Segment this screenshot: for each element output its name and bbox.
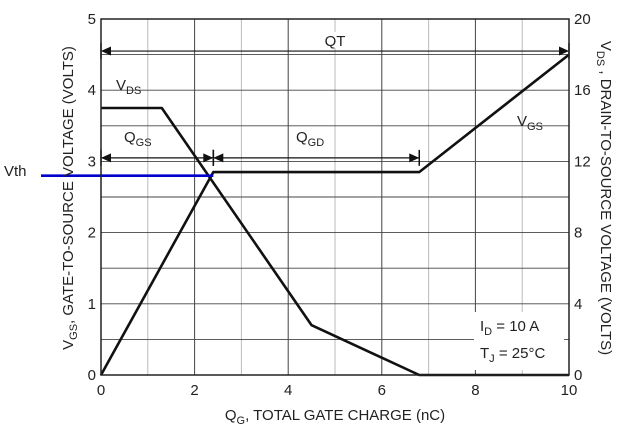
y-right-tick-label: 16 (574, 82, 591, 99)
plot-frame (100, 18, 570, 376)
x-tick-label: 8 (471, 382, 479, 399)
y-axis-label-left: VGS, GATE-TO-SOURCE VOLTAGE (VOLTS) (60, 46, 80, 350)
y-right-tick-label: 8 (574, 225, 582, 242)
x-tick-label: 10 (561, 382, 578, 399)
condition-tj: TJ = 25°C (480, 345, 545, 365)
arrow-head (213, 153, 224, 163)
series-line-vgs (99, 53, 570, 376)
y-left-tick-label: 2 (88, 225, 96, 242)
qt-label-bg (318, 32, 352, 48)
arrow-head (101, 153, 111, 163)
x-axis-label: QG, TOTAL GATE CHARGE (nC) (225, 407, 445, 427)
y-right-tick-label: 20 (574, 11, 591, 28)
x-tick-label: 2 (190, 382, 198, 399)
y-right-tick-label: 0 (574, 367, 582, 384)
y-left-tick-label: 5 (88, 11, 96, 28)
y-axis-label-right: VDS , DRAIN-TO-SOURCE VOLTAGE (VOLTS) (594, 41, 614, 355)
arrow-head (101, 46, 111, 56)
x-tick-label: 6 (378, 382, 386, 399)
conditions-bg (474, 312, 564, 370)
y-right-tick-label: 4 (574, 296, 582, 313)
annotations-group (41, 43, 570, 177)
y-left-tick-label: 0 (88, 367, 96, 384)
vgs-series-label: VGS (517, 113, 543, 133)
arrow-head (559, 46, 569, 56)
y-left-tick-label: 4 (88, 82, 96, 99)
qgs-label: QGS (124, 129, 152, 149)
qgd-label: QGD (296, 129, 324, 149)
y-left-tick-label: 3 (88, 153, 96, 170)
grid-lines (101, 19, 569, 375)
arrow-head (409, 153, 420, 163)
condition-id: ID = 10 A (480, 318, 539, 338)
vth-label: Vth (4, 163, 27, 180)
x-tick-label: 4 (284, 382, 292, 399)
vds-series-label: VDS (116, 77, 141, 97)
qt-label: QT (325, 33, 346, 50)
y-left-tick-label: 1 (88, 296, 96, 313)
arrow-head (203, 153, 214, 163)
y-right-tick-label: 12 (574, 153, 591, 170)
x-tick-label: 0 (97, 382, 105, 399)
